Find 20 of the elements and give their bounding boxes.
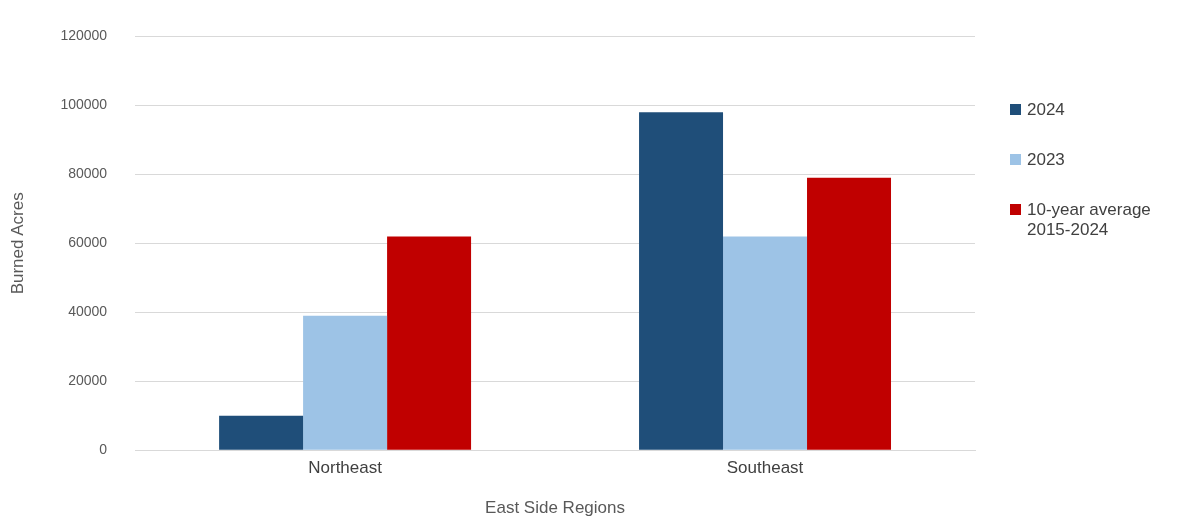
legend-label: 10-year average 2015-2024 — [1027, 200, 1152, 240]
x-axis-title: East Side Regions — [485, 498, 625, 518]
bar — [639, 112, 724, 450]
y-tick-label: 80000 — [68, 165, 108, 182]
y-axis-title: Burned Acres — [7, 192, 27, 295]
bar — [303, 315, 388, 450]
bar — [807, 177, 892, 450]
x-tick-label: Southeast — [726, 458, 804, 478]
y-tick-label: 60000 — [68, 234, 108, 251]
y-tick-label: 100000 — [60, 96, 108, 113]
legend-label: 2024 — [1027, 100, 1065, 120]
y-tick-label: 120000 — [60, 27, 108, 44]
y-tick-label: 20000 — [68, 372, 108, 389]
y-tick-label: 40000 — [68, 303, 108, 320]
x-tick-label: Northeast — [308, 458, 383, 478]
y-tick-label: 0 — [99, 441, 108, 458]
bar — [387, 236, 472, 450]
legend-label: 2023 — [1027, 150, 1065, 170]
bar — [723, 236, 808, 450]
bar — [219, 415, 304, 450]
